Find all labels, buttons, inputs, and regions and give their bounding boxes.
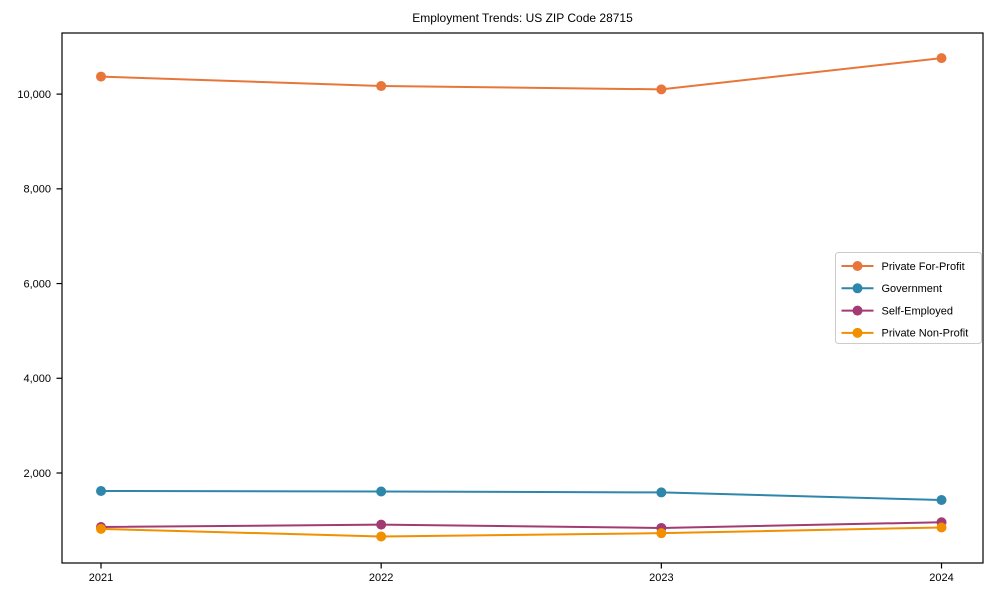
series-line-private-for-profit xyxy=(100,57,942,91)
x-tick-label: 2023 xyxy=(649,572,673,584)
legend-label: Government xyxy=(882,283,943,295)
legend: Private For-Profit Government Self-Employe… xyxy=(835,252,982,344)
legend-item-self-employed: Self-Employed xyxy=(841,305,954,317)
data-point-private-non-profit xyxy=(656,528,667,539)
series-layer xyxy=(96,53,947,542)
x-tick-label: 2021 xyxy=(89,572,113,584)
series-line-self-employed xyxy=(100,521,942,529)
data-point-private-non-profit xyxy=(96,523,106,534)
y-tick-label: 10,000 xyxy=(17,89,51,101)
series-private-non-profit xyxy=(96,522,947,542)
y-tick-label: 6,000 xyxy=(23,278,51,290)
series-private-for-profit xyxy=(96,53,947,95)
data-point-private-for-profit xyxy=(96,71,106,82)
data-point-self-employed xyxy=(376,519,387,530)
legend-label: Private Non-Profit xyxy=(882,328,969,340)
data-point-private-non-profit xyxy=(936,522,947,533)
plot-area-border xyxy=(61,32,984,564)
data-point-private-for-profit xyxy=(656,84,667,95)
y-tick-label: 4,000 xyxy=(23,373,51,385)
x-tick-label: 2022 xyxy=(369,572,393,584)
data-point-government xyxy=(656,487,667,498)
x-tick-label: 2024 xyxy=(929,572,953,584)
legend-marker-swatch xyxy=(852,283,863,294)
legend-item-private-for-profit: Private For-Profit xyxy=(841,261,965,273)
series-government xyxy=(96,486,947,506)
y-axis: 2,000 4,000 6,000 8,000 10,000 xyxy=(17,89,62,480)
legend-item-private-non-profit: Private Non-Profit xyxy=(841,327,969,340)
data-point-government xyxy=(936,495,947,506)
legend-label: Private For-Profit xyxy=(882,261,965,273)
data-point-government xyxy=(96,486,106,497)
data-point-private-non-profit xyxy=(376,531,387,542)
legend-item-government: Government xyxy=(841,283,943,295)
y-tick-label: 2,000 xyxy=(23,468,51,480)
legend-marker-swatch xyxy=(852,327,863,338)
series-line-private-non-profit xyxy=(100,526,942,538)
legend-box xyxy=(835,252,982,344)
data-point-private-for-profit xyxy=(376,81,387,92)
legend-marker-swatch xyxy=(852,305,863,316)
x-axis: 2021 2022 2023 2024 xyxy=(89,563,954,584)
data-point-government xyxy=(376,486,387,497)
legend-marker-swatch xyxy=(852,261,863,271)
chart-title: Employment Trends: US ZIP Code 28715 xyxy=(412,11,633,25)
y-tick-label: 8,000 xyxy=(23,184,51,196)
series-line-government xyxy=(100,490,942,502)
legend-label: Self-Employed xyxy=(882,305,954,317)
data-point-private-for-profit xyxy=(936,53,947,64)
